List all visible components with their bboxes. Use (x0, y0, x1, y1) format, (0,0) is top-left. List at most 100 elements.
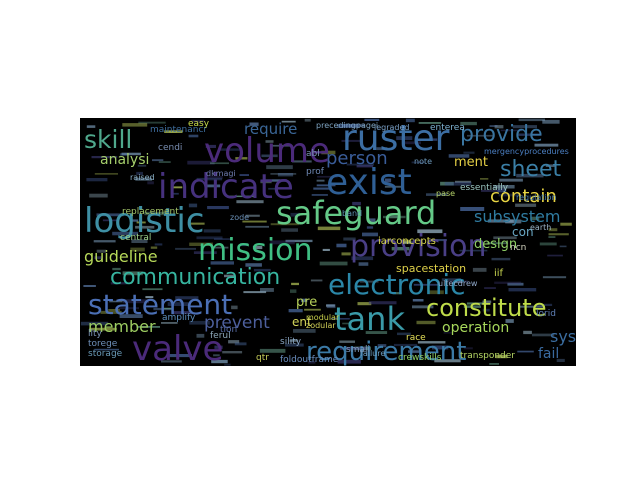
tiny-word-mark (235, 157, 248, 160)
cloud-word: sheet (500, 157, 561, 182)
cloud-word: valve (132, 329, 223, 366)
tiny-word-mark (150, 246, 158, 249)
tiny-word-mark (322, 248, 330, 251)
tiny-word-mark (364, 118, 380, 121)
tiny-word-mark (454, 281, 463, 284)
tiny-word-mark (500, 129, 522, 132)
cloud-word: system (550, 327, 576, 346)
cloud-word: con (512, 225, 534, 239)
cloud-word: iif (494, 268, 504, 279)
tiny-word-mark (368, 301, 397, 305)
tiny-word-mark (224, 363, 231, 366)
tiny-word-mark (91, 156, 118, 159)
tiny-word-mark (516, 173, 544, 178)
tiny-word-mark (234, 342, 247, 346)
tiny-word-mark (385, 178, 392, 183)
cloud-word: pre (296, 295, 317, 310)
tiny-word-mark (341, 252, 351, 256)
tiny-word-mark (136, 326, 160, 328)
cloud-word: easy (188, 119, 210, 129)
tiny-word-mark (245, 225, 269, 228)
tiny-word-mark (80, 321, 109, 326)
cloud-word: exist (326, 162, 412, 203)
tiny-word-mark (337, 359, 361, 364)
tiny-word-mark (426, 193, 448, 196)
tiny-word-mark (293, 329, 316, 333)
tiny-word-mark (454, 180, 472, 183)
cloud-word: crewskills (398, 353, 442, 363)
cloud-word: storage (88, 349, 123, 359)
tiny-word-mark (222, 351, 243, 354)
tiny-word-mark (499, 178, 523, 182)
tiny-word-mark (290, 212, 300, 217)
tiny-word-mark (467, 134, 495, 137)
tiny-word-mark (93, 240, 116, 243)
tiny-word-mark (260, 288, 274, 292)
tiny-word-mark (484, 287, 496, 289)
tiny-word-mark (542, 119, 560, 124)
tiny-word-mark (392, 292, 402, 295)
cloud-word: skill (84, 125, 132, 154)
tiny-word-mark (512, 125, 537, 129)
cloud-word: amplify (162, 313, 196, 323)
tiny-word-mark (213, 354, 220, 357)
tiny-word-mark (161, 360, 182, 363)
cloud-word: communication (110, 265, 280, 290)
tiny-word-mark (169, 354, 192, 358)
tiny-word-mark (189, 242, 213, 246)
tiny-word-mark (96, 213, 124, 217)
tiny-word-mark (210, 162, 229, 165)
tiny-word-mark (281, 228, 298, 232)
cloud-word: pase (436, 189, 455, 198)
tiny-word-mark (228, 195, 255, 198)
tiny-word-mark (336, 243, 347, 248)
tiny-word-mark (487, 219, 514, 223)
tiny-word-mark (480, 178, 489, 180)
tiny-word-mark (460, 121, 477, 126)
tiny-word-mark (432, 345, 449, 350)
tiny-word-mark (494, 125, 504, 129)
tiny-word-mark (556, 358, 565, 362)
tiny-word-mark (158, 161, 171, 163)
tiny-word-mark (191, 119, 205, 123)
tiny-word-mark (411, 161, 426, 164)
tiny-word-mark (285, 343, 304, 347)
tiny-word-mark (486, 242, 508, 245)
tiny-word-mark (311, 194, 328, 196)
tiny-word-mark (83, 285, 96, 287)
cloud-word: essentially (460, 183, 509, 193)
tiny-word-mark (308, 361, 316, 364)
tiny-word-mark (89, 327, 117, 331)
tiny-word-mark (112, 231, 139, 236)
tiny-word-mark (534, 143, 559, 147)
tiny-word-mark (265, 140, 274, 143)
cloud-word: constitute (426, 294, 546, 322)
tiny-word-mark (292, 160, 312, 163)
tiny-word-mark (86, 178, 108, 182)
cloud-word: provide (460, 122, 543, 147)
cloud-word: ruster (342, 118, 450, 159)
cloud-word: dkmagi (206, 169, 236, 178)
tiny-word-mark (122, 299, 149, 304)
word-cloud: volume ruster skill provide indicate exist she… (80, 118, 576, 366)
tiny-word-mark (270, 223, 299, 226)
tiny-word-mark (252, 245, 263, 250)
tiny-word-mark (86, 125, 96, 128)
tiny-word-mark (377, 344, 387, 348)
cloud-word: abl (306, 149, 320, 159)
tiny-word-mark (498, 193, 519, 197)
tiny-word-mark (270, 240, 295, 245)
cloud-word: prevent (204, 313, 270, 333)
cloud-word: member (88, 317, 156, 336)
cloud-word: smali (346, 345, 370, 355)
tiny-word-mark (152, 159, 164, 162)
word-cloud-words: volume ruster skill provide indicate exist she… (84, 118, 576, 366)
tiny-word-mark (187, 160, 215, 165)
tiny-word-mark (261, 154, 278, 158)
tiny-word-mark (301, 298, 308, 303)
tiny-word-mark (153, 307, 172, 311)
tiny-word-mark (402, 239, 412, 244)
tiny-word-mark (497, 188, 507, 193)
tiny-word-mark (405, 118, 415, 123)
tiny-word-mark (108, 309, 120, 311)
